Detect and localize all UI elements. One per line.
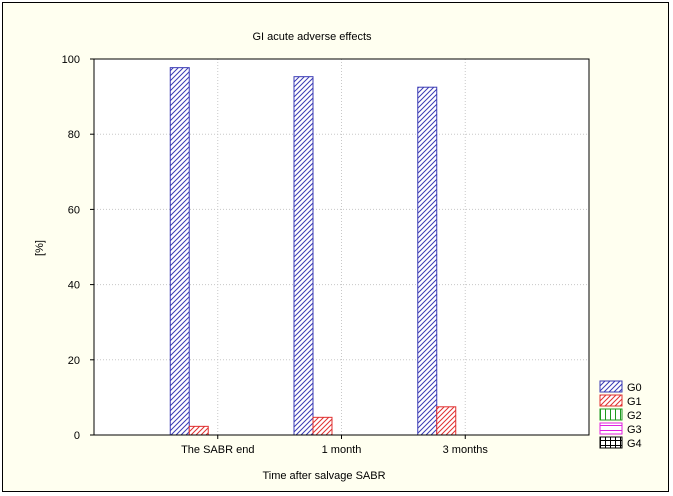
bar-g1-1-month — [312, 416, 333, 436]
bar-g1-3-months — [436, 406, 457, 436]
bar-g0-3-months — [417, 86, 438, 436]
y-tick-label-0: 0 — [74, 430, 80, 442]
bar-g0-the-sabr-end — [169, 67, 190, 436]
x-tick-label-1-month: 1 month — [322, 444, 362, 456]
legend-swatch-g3 — [599, 422, 623, 435]
legend-label-g2: G2 — [627, 410, 642, 422]
y-tick-label-20: 20 — [68, 355, 80, 367]
legend-swatch-g1 — [599, 394, 623, 407]
bar-g0-1-month — [293, 76, 314, 436]
y-tick-label-80: 80 — [68, 129, 80, 141]
chart-title: GI acute adverse effects — [252, 31, 372, 43]
y-axis-title: [%] — [34, 240, 46, 256]
chart-figure: GI acute adverse effects 0 20 40 60 80 100 The… — [2, 2, 669, 492]
bar-g1-the-sabr-end — [188, 425, 209, 436]
y-tick-label-100: 100 — [62, 54, 80, 66]
plot-frame — [93, 58, 590, 436]
legend-swatch-g2 — [599, 408, 623, 421]
chart-canvas: GI acute adverse effects 0 20 40 60 80 100 The… — [34, 31, 642, 482]
x-tick-label-3-months: 3 months — [443, 444, 489, 456]
x-axis-title: Time after salvage SABR — [262, 470, 385, 482]
legend-label-g0: G0 — [627, 382, 642, 394]
plot-area — [94, 59, 589, 435]
legend-label-g3: G3 — [627, 424, 642, 436]
legend-swatch-g4 — [599, 436, 623, 449]
legend: G0 G1 G2 G3 G4 — [599, 380, 642, 450]
y-tick-label-40: 40 — [68, 280, 80, 292]
legend-label-g1: G1 — [627, 396, 642, 408]
x-tick-label-the-sabr-end: The SABR end — [181, 444, 254, 456]
legend-label-g4: G4 — [627, 438, 642, 450]
y-tick-label-60: 60 — [68, 204, 80, 216]
legend-swatch-g0 — [599, 380, 623, 393]
